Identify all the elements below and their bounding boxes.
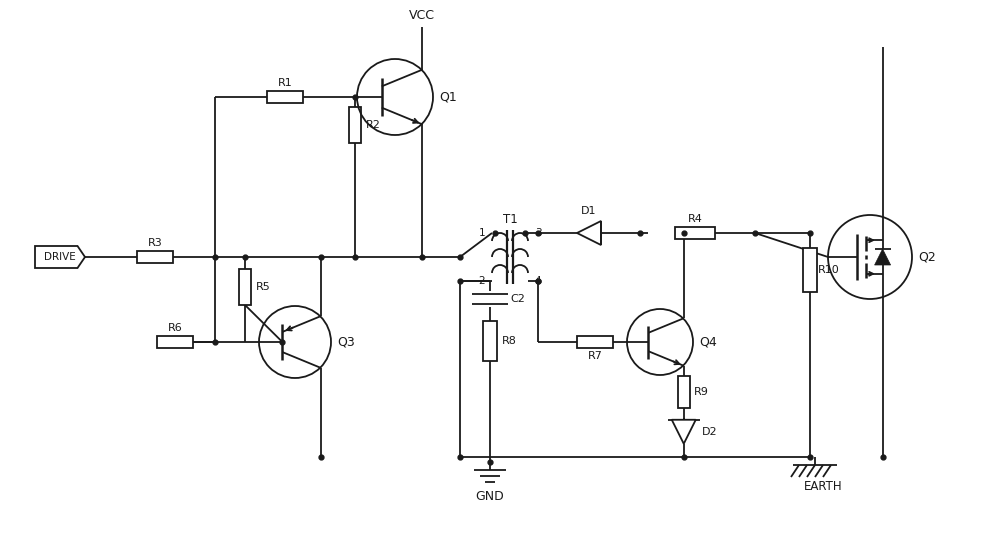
Bar: [678, 376, 690, 408]
Text: R2: R2: [366, 120, 380, 130]
Bar: [267, 91, 303, 103]
Text: Q2: Q2: [918, 251, 936, 263]
Text: 4: 4: [535, 276, 541, 286]
Text: Q3: Q3: [337, 335, 355, 349]
Bar: [157, 336, 193, 348]
Text: DRIVE: DRIVE: [44, 252, 76, 262]
Text: R10: R10: [818, 265, 840, 275]
Polygon shape: [875, 249, 891, 265]
Text: D2: D2: [702, 427, 718, 437]
Bar: [675, 227, 715, 239]
Text: D1: D1: [581, 206, 597, 216]
Bar: [137, 251, 173, 263]
Bar: [803, 248, 817, 292]
Text: R7: R7: [588, 351, 602, 361]
Text: R3: R3: [148, 238, 162, 248]
Text: R6: R6: [168, 323, 182, 333]
Text: T1: T1: [503, 213, 517, 226]
Bar: [577, 336, 613, 348]
Text: C2: C2: [511, 294, 525, 304]
Text: 2: 2: [479, 276, 485, 286]
Text: 3: 3: [535, 228, 541, 238]
Bar: [483, 321, 497, 361]
Bar: [349, 107, 361, 143]
Text: Q4: Q4: [699, 335, 717, 349]
Text: R9: R9: [694, 387, 709, 397]
Text: R5: R5: [256, 282, 270, 292]
Text: EARTH: EARTH: [804, 481, 842, 494]
Bar: [239, 269, 251, 305]
Text: 1: 1: [479, 228, 485, 238]
Text: GND: GND: [476, 491, 504, 504]
Text: Q1: Q1: [439, 90, 457, 104]
Text: R4: R4: [688, 214, 702, 224]
Text: R8: R8: [502, 336, 516, 346]
Text: R1: R1: [278, 78, 292, 88]
Text: VCC: VCC: [409, 8, 435, 22]
